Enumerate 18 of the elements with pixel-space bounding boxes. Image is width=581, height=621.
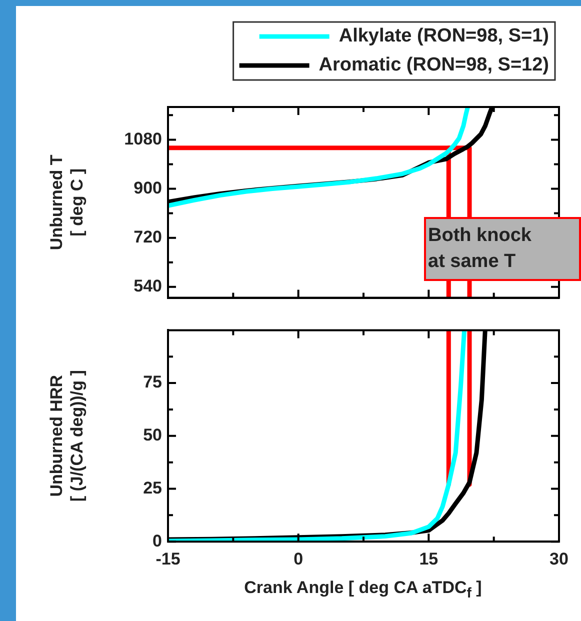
y-tick-label: 0: [152, 531, 162, 550]
x-axis-title: Crank Angle [ deg CA aTDC$_{f}$ ]: [244, 578, 482, 602]
y-tick-label: 720: [134, 228, 162, 247]
y-axis-title: Unburned HRR [ (J/(CA deg))/g ]: [46, 370, 86, 502]
y-tick-label: 50: [143, 426, 162, 445]
y-tick-label: 75: [143, 372, 162, 392]
y-tick-label: 900: [134, 178, 162, 198]
y-axis-title: Unburned T [ deg C ]: [46, 154, 86, 250]
y-tick-label: 540: [134, 276, 162, 296]
y-tick-label: 1080: [124, 129, 162, 148]
x-tick-label: 15: [419, 549, 438, 568]
y-tick-label: 25: [143, 478, 162, 498]
legend-label: Aromatic (RON=98, S=12): [318, 54, 550, 76]
x-tick-label: -15: [156, 549, 180, 568]
x-tick-label: 0: [294, 549, 304, 568]
annotation: Both knock at same T: [424, 217, 581, 281]
legend-label: Alkylate (RON=98, S=1): [338, 26, 550, 47]
x-tick-label: 30: [550, 549, 568, 568]
